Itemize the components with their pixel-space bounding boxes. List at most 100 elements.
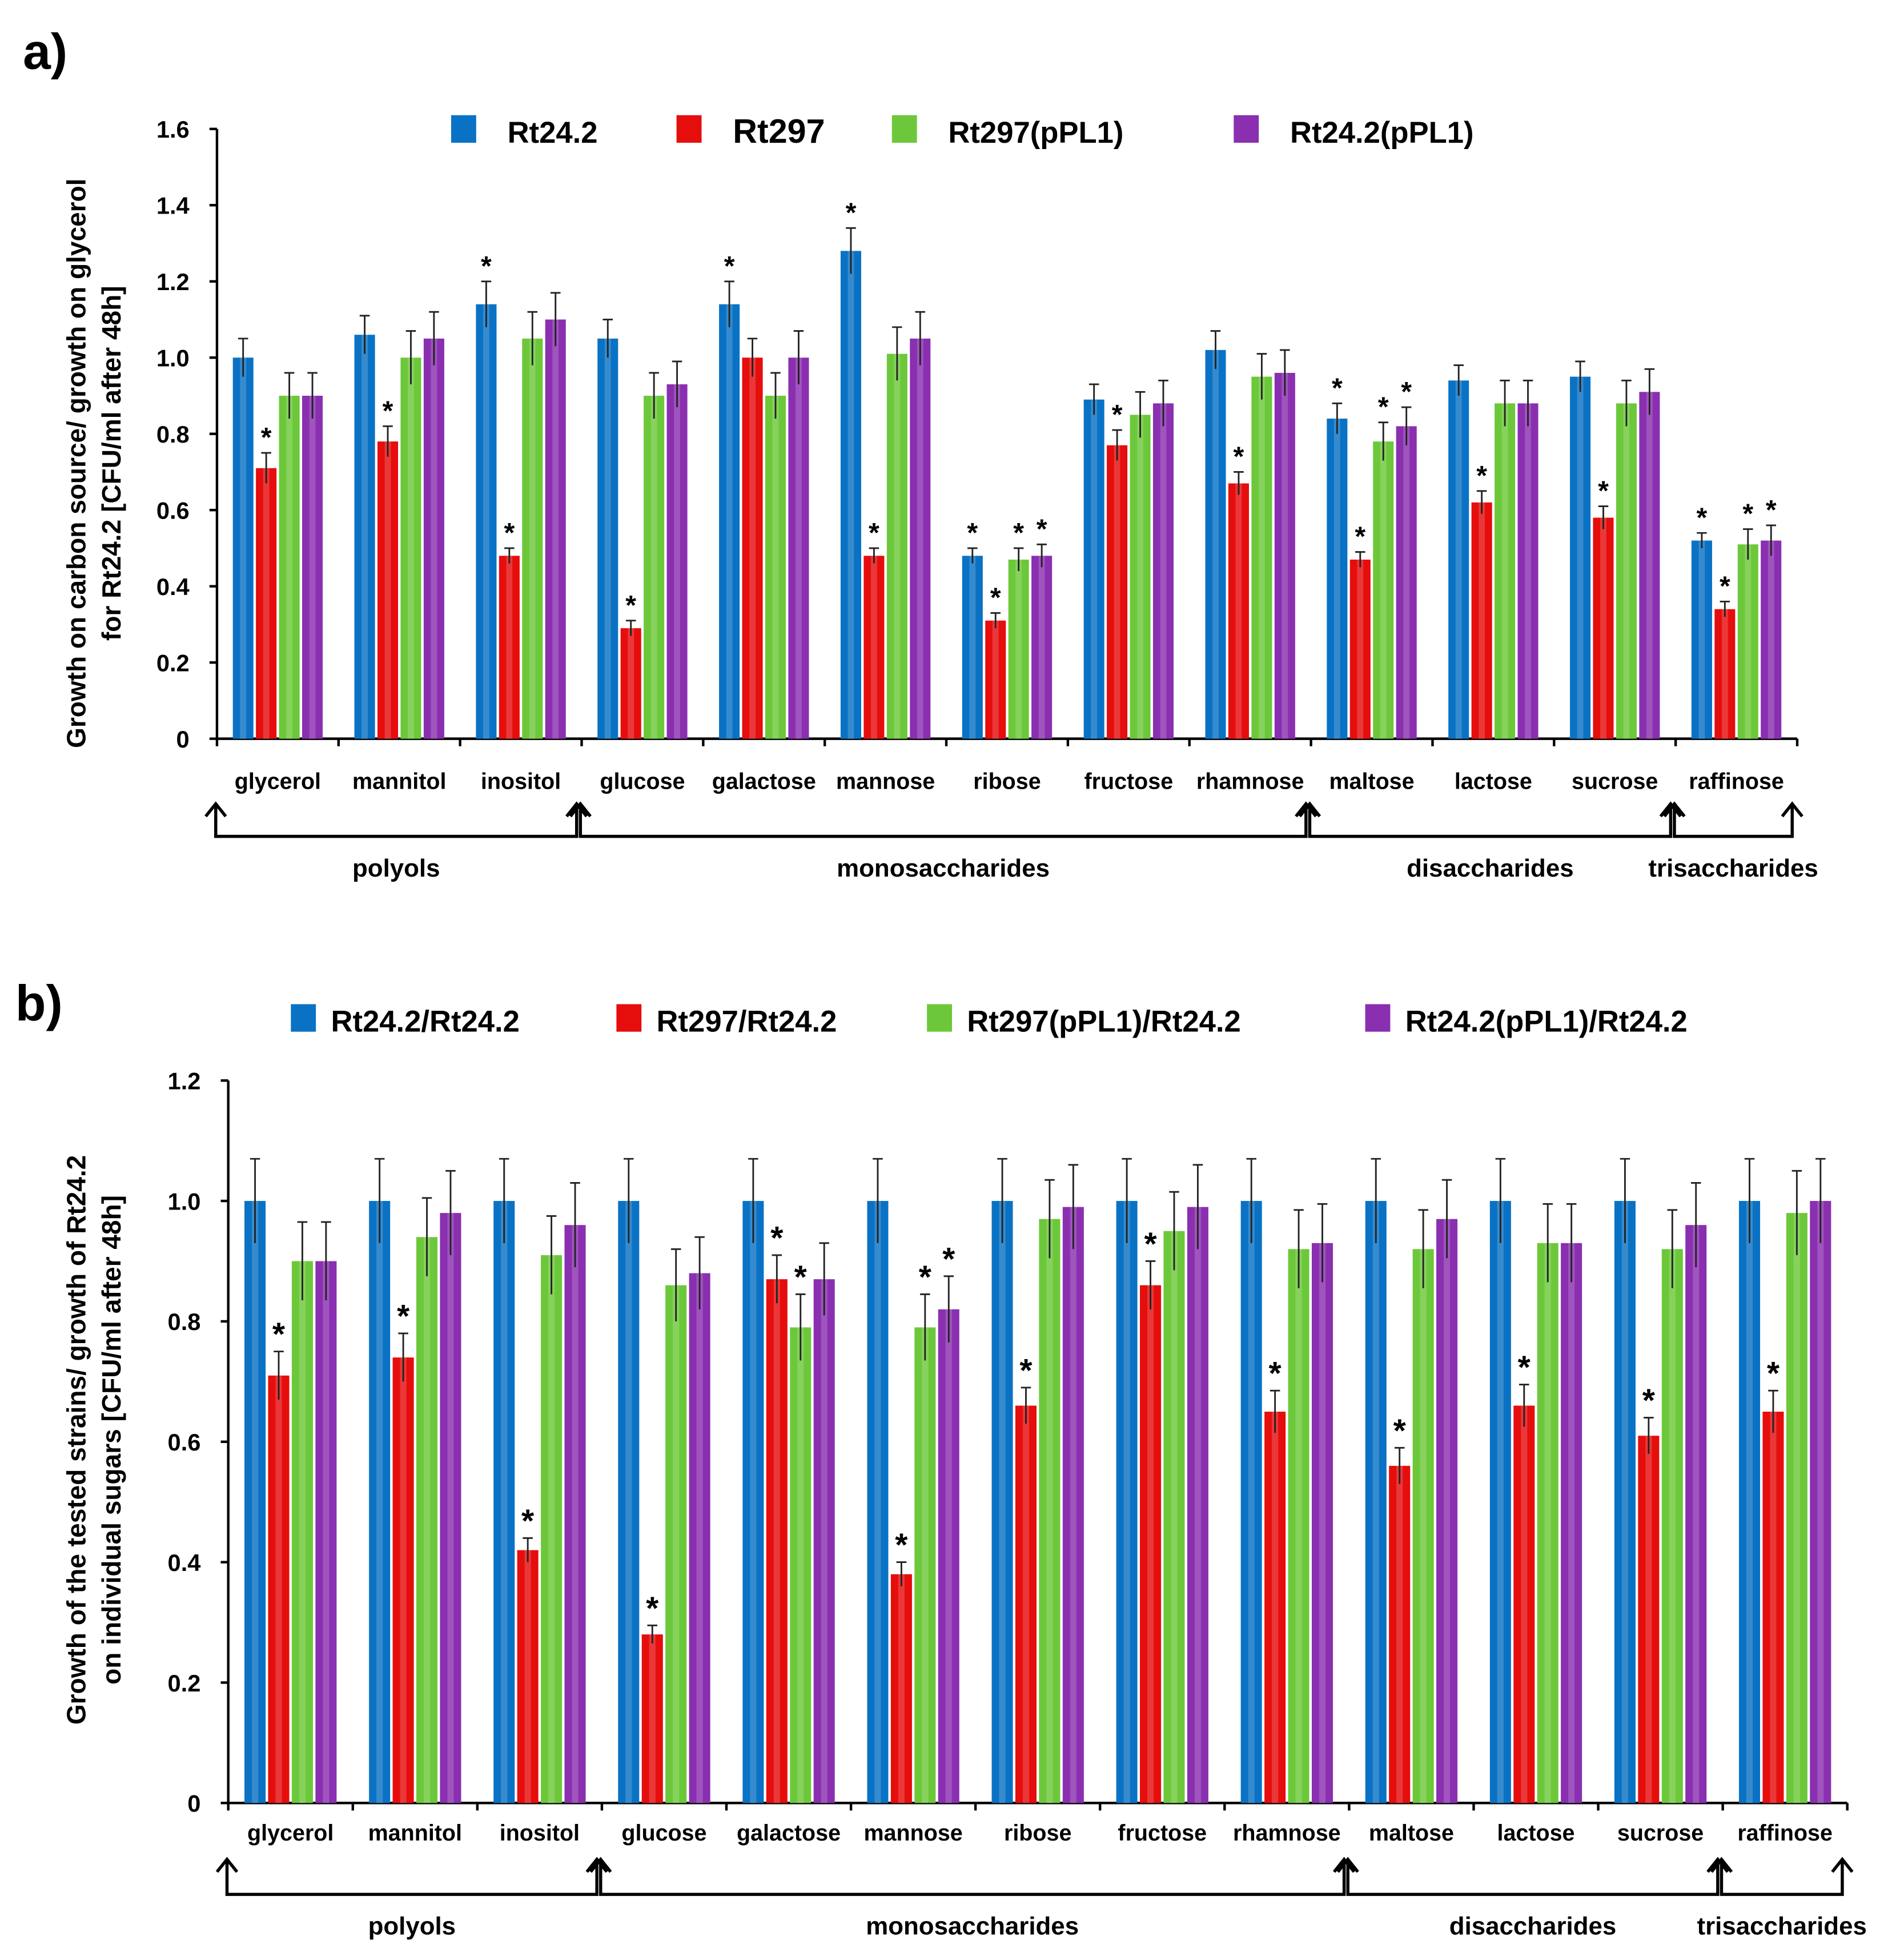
category-label: rhamnose (1233, 1821, 1341, 1846)
bar-highlight (1501, 403, 1508, 739)
bar-highlight (1070, 1207, 1076, 1803)
bar (1537, 1243, 1558, 1803)
bar (302, 395, 323, 739)
bar-highlight (1015, 559, 1022, 739)
bar (1436, 1219, 1458, 1803)
bracket-arrow-icon (1298, 801, 1321, 818)
bracket-arrow-icon (1332, 1856, 1356, 1873)
category-label: rhamnose (1196, 769, 1304, 794)
category-label: lactose (1455, 769, 1532, 794)
bar (1008, 559, 1029, 739)
bar-highlight (1497, 1201, 1504, 1803)
y-tick-label: 0 (187, 1790, 200, 1817)
bar-highlight (1038, 556, 1045, 739)
bar-highlight (1768, 540, 1774, 739)
bar (665, 1285, 687, 1803)
y-tick-label: 0.6 (156, 497, 190, 524)
bar-highlight (506, 556, 513, 739)
category-label: glucose (621, 1821, 706, 1846)
bar (1786, 1213, 1807, 1803)
group-bracket (1346, 1859, 1720, 1896)
category-label: raffinose (1689, 769, 1784, 794)
bar (985, 620, 1006, 739)
significance-star: * (481, 251, 492, 282)
bar (863, 556, 885, 739)
bar-highlight (1693, 1225, 1700, 1803)
bar (517, 1550, 539, 1803)
bar-highlight (1194, 1207, 1201, 1803)
bar-highlight (1160, 403, 1167, 739)
bar-highlight (1600, 517, 1606, 739)
bar (545, 319, 566, 739)
bar (1761, 540, 1782, 739)
category-label: mannitol (352, 769, 446, 794)
y-axis-label: for Rt24.2 [CFU/ml after 48h] (97, 286, 126, 641)
bar-highlight (1258, 376, 1265, 739)
significance-star: * (1767, 1355, 1780, 1392)
bar-highlight (1380, 441, 1387, 739)
bracket-arrow-icon (1710, 1856, 1733, 1873)
y-tick-label: 1.4 (156, 192, 190, 219)
bar-highlight (1745, 544, 1752, 739)
bar (597, 338, 618, 739)
bar-highlight (1137, 415, 1143, 739)
bar (742, 1201, 764, 1803)
bar-highlight (1721, 609, 1728, 739)
bar (1205, 349, 1226, 739)
bar-highlight (552, 319, 559, 739)
bar (790, 1327, 812, 1803)
bar-highlight (674, 384, 680, 739)
bar-highlight (431, 338, 437, 739)
legend-swatch (891, 115, 917, 143)
bar-highlight (650, 395, 657, 739)
bar (1163, 1231, 1185, 1803)
bar (1489, 1201, 1511, 1803)
legend-swatch (291, 1004, 316, 1032)
bar-highlight (572, 1225, 579, 1803)
bar-highlight (898, 1574, 905, 1803)
significance-star: * (1598, 476, 1609, 507)
bar-highlight (323, 1261, 330, 1803)
bar (1737, 544, 1758, 739)
bracket-arrow-icon (569, 801, 592, 818)
y-axis-label: Growth on carbon source/ growth on glyce… (62, 179, 91, 748)
bar-highlight (1396, 1465, 1403, 1803)
bar (1116, 1201, 1138, 1803)
bar-highlight (1770, 1412, 1777, 1803)
y-tick-label: 0.2 (156, 649, 190, 676)
bar-highlight (1147, 1285, 1154, 1803)
bar (1251, 376, 1272, 739)
y-tick-label: 0.8 (168, 1308, 201, 1335)
bar-highlight (999, 1201, 1006, 1803)
bar-highlight (524, 1550, 531, 1803)
y-axis-label: Growth of the tested strains/ growth of … (62, 1155, 91, 1725)
bar (1228, 483, 1249, 739)
bar (910, 338, 931, 739)
bar (1714, 609, 1736, 739)
bar (1264, 1412, 1286, 1803)
bar (1517, 403, 1539, 739)
bar (1349, 559, 1371, 739)
bar (1570, 376, 1591, 739)
bar-highlight (1646, 392, 1653, 739)
y-tick-label: 1.0 (156, 345, 190, 372)
legend-label: Rt24.2(pPL1)/Rt24.2 (1405, 1005, 1688, 1039)
bar-highlight (649, 1634, 656, 1803)
legend-label: Rt24.2 (508, 116, 598, 150)
significance-star: * (846, 197, 857, 228)
bar (1327, 419, 1348, 739)
bar (1593, 517, 1614, 739)
bar (641, 1634, 663, 1803)
significance-star: * (625, 590, 636, 621)
group-label: polyols (352, 854, 440, 882)
significance-star: * (1037, 513, 1047, 544)
significance-star: * (895, 1527, 908, 1564)
bar (315, 1261, 337, 1803)
bar-highlight (604, 338, 611, 739)
bar-highlight (696, 1273, 703, 1803)
significance-star: * (1476, 460, 1487, 491)
bar (1240, 1201, 1262, 1803)
bar (620, 628, 641, 739)
y-axis-label: on individual sugars [CFU/ml after 48h] (97, 1195, 126, 1685)
legend-label: Rt297(pPL1) (948, 116, 1123, 150)
